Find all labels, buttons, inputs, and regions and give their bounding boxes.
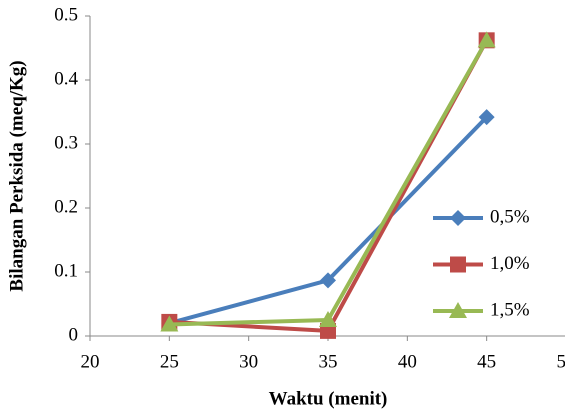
data-point [320, 272, 336, 289]
data-point [160, 315, 179, 332]
x-tick-label: 45 [477, 351, 496, 372]
x-tick-label: 40 [398, 351, 417, 372]
y-tick-label: 0.2 [54, 196, 78, 217]
y-tick-label: 0 [69, 324, 79, 345]
legend-marker [450, 256, 466, 273]
x-tick-label: 35 [319, 351, 338, 372]
data-point [478, 109, 495, 126]
legend-label: 1,5% [490, 299, 530, 320]
y-axis-title: Bilangan Perksida (meq/Kg) [6, 60, 27, 291]
legend-label: 0,5% [490, 206, 530, 227]
legend-marker [450, 210, 466, 226]
x-tick-label: 50 [557, 351, 565, 372]
data-point [477, 31, 496, 48]
x-tick-label: 25 [160, 351, 179, 372]
y-tick-label: 0.1 [54, 260, 78, 281]
y-tick-label: 0.3 [54, 132, 78, 153]
x-axis-title: Waktu (menit) [269, 388, 388, 409]
x-tick-label: 20 [81, 351, 100, 372]
x-tick-label: 30 [239, 351, 258, 372]
y-tick-label: 0.5 [54, 4, 78, 25]
series-line [168, 115, 489, 326]
legend-marker [449, 302, 467, 318]
y-tick-label: 0.4 [54, 68, 78, 89]
legend-label: 1,0% [490, 253, 530, 274]
data-point [319, 311, 337, 327]
